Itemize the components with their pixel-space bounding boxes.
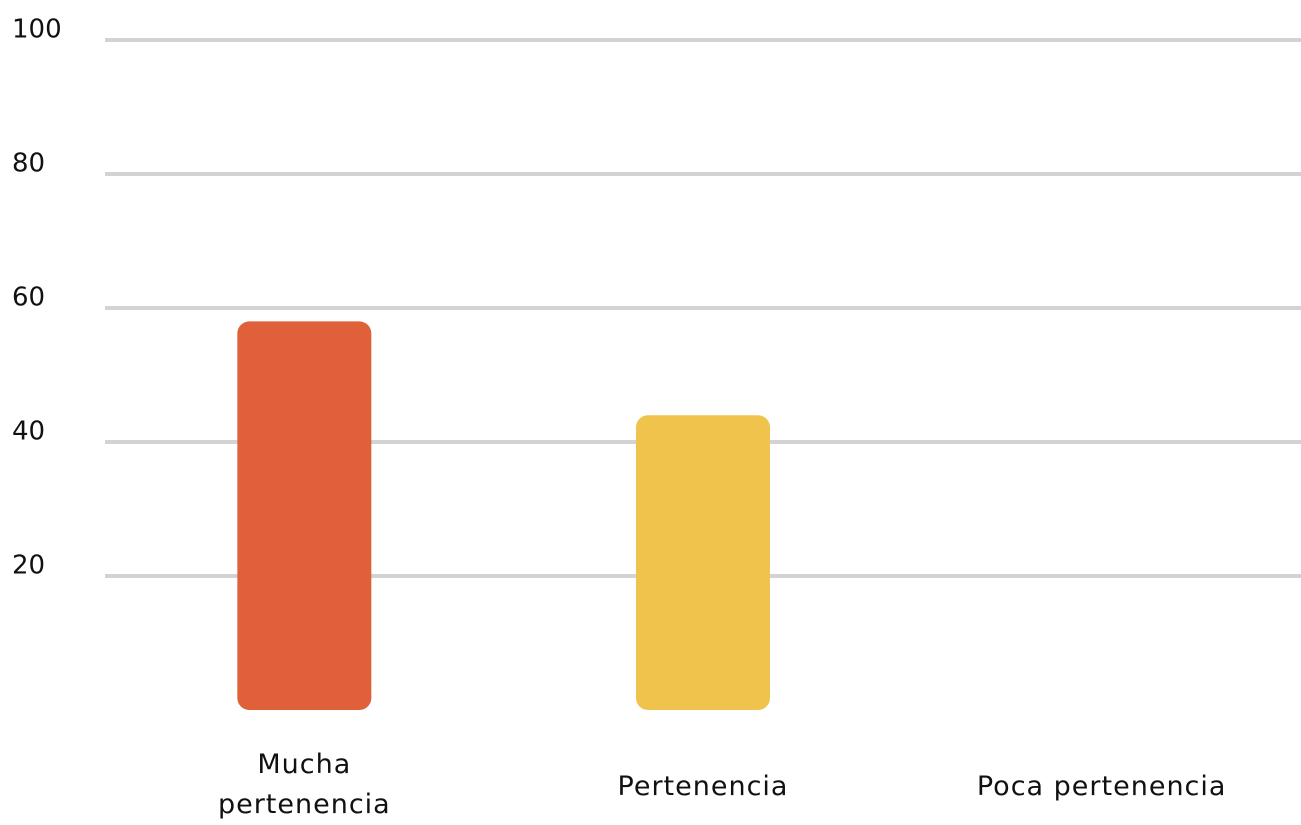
y-tick-label: 20 <box>12 551 45 581</box>
bar <box>237 321 372 710</box>
y-tick-label: 60 <box>12 283 45 313</box>
y-tick-label: 40 <box>12 417 45 447</box>
y-tick-label: 80 <box>12 149 45 179</box>
bar <box>636 415 770 710</box>
x-tick-label: Pertenencia <box>617 771 789 802</box>
x-tick-label: Poca pertenencia <box>976 771 1227 802</box>
y-tick-label: 100 <box>12 15 62 45</box>
x-tick-label: Mucha pertenencia <box>217 749 391 820</box>
